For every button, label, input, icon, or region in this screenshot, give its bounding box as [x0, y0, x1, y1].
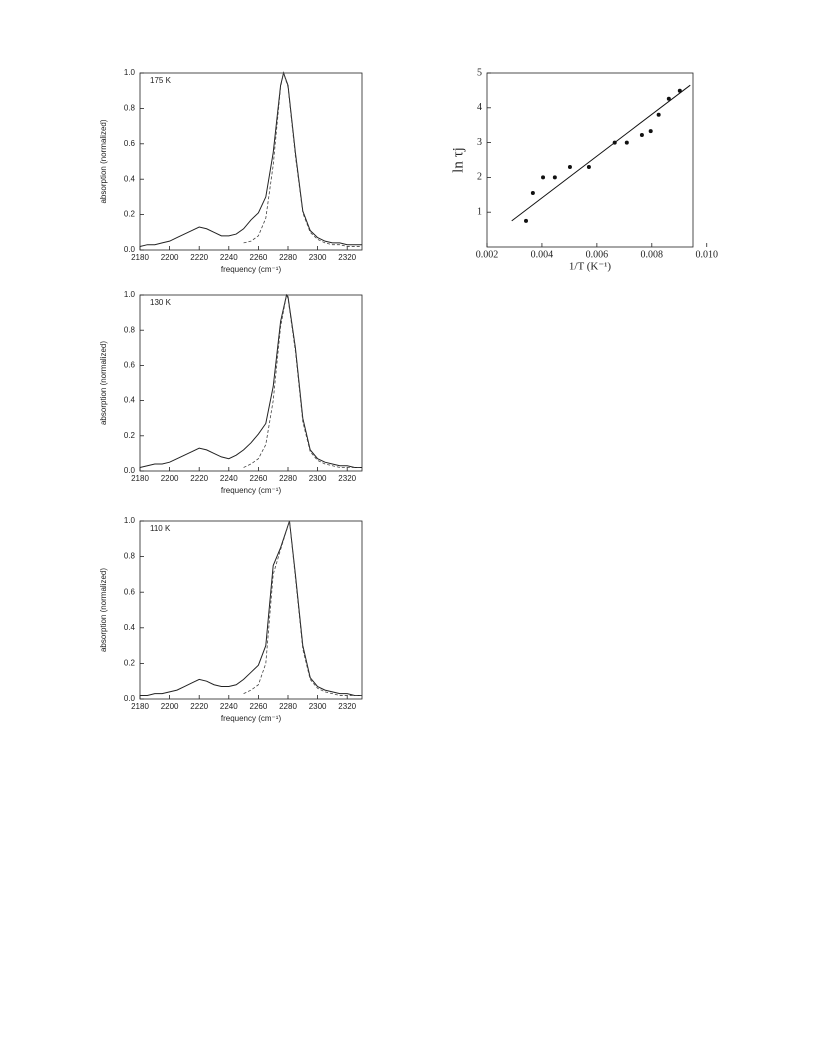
- x-tick-label: 2300: [309, 474, 327, 483]
- x-axis-label: frequency (cm⁻¹): [221, 714, 282, 723]
- x-tick-label: 2180: [131, 702, 149, 711]
- y-tick-label: 2: [477, 172, 482, 183]
- y-axis-label: absorption (normalized): [99, 341, 108, 425]
- y-tick-label: 0.0: [124, 694, 136, 703]
- data-point: [541, 175, 546, 180]
- x-tick-label: 2200: [161, 702, 179, 711]
- x-tick-label: 2220: [190, 253, 208, 262]
- x-tick-label: 2180: [131, 253, 149, 262]
- x-tick-label: 2220: [190, 474, 208, 483]
- y-tick-label: 0.0: [124, 245, 136, 254]
- y-tick-label: 5: [477, 67, 482, 78]
- x-tick-label: 2320: [338, 474, 356, 483]
- x-axis-label: frequency (cm⁻¹): [221, 265, 282, 274]
- annotation: 175 K: [150, 76, 172, 85]
- spectrum-line: [243, 520, 362, 696]
- x-tick-label: 2300: [309, 253, 327, 262]
- data-point: [612, 140, 617, 145]
- data-point: [677, 88, 682, 93]
- y-tick-label: 4: [477, 102, 482, 113]
- x-tick-label: 2200: [161, 474, 179, 483]
- y-tick-label: 0.6: [124, 587, 136, 596]
- y-tick-label: 0.2: [124, 210, 136, 219]
- x-tick-label: 0.008: [641, 249, 664, 260]
- x-tick-label: 2320: [338, 702, 356, 711]
- x-axis-label: frequency (cm⁻¹): [221, 486, 282, 495]
- chart: 2180 2200 2220 2240 2260 2280 2300 2320 0.0 0.2 0.…: [99, 290, 363, 495]
- data-point: [656, 112, 661, 117]
- data-point: [586, 164, 591, 169]
- chart: 2180 2200 2220 2240 2260 2280 2300 2320 0.0 0.2 0.…: [99, 516, 363, 723]
- data-point: [648, 129, 653, 134]
- data-point: [552, 175, 557, 180]
- chart: 2180 2200 2220 2240 2260 2280 2300 2320 0.0 0.2 0.…: [99, 68, 363, 274]
- x-tick-label: 2280: [279, 253, 297, 262]
- y-tick-label: 0.2: [124, 659, 136, 668]
- spectrum-line: [243, 293, 362, 468]
- spectrum-line: [139, 293, 362, 468]
- data-point: [639, 132, 644, 137]
- x-tick-label: 2180: [131, 474, 149, 483]
- x-tick-label: 2320: [338, 253, 356, 262]
- y-tick-label: 0.8: [124, 552, 136, 561]
- y-tick-label: 0.4: [124, 396, 136, 405]
- x-tick-label: 0.010: [695, 249, 718, 260]
- y-tick-label: 3: [477, 137, 482, 148]
- y-tick-label: 0.6: [124, 139, 136, 148]
- y-tick-label: 0.8: [124, 325, 136, 334]
- y-tick-label: 0.2: [124, 431, 136, 440]
- y-tick-label: 0.4: [124, 623, 136, 632]
- x-tick-label: 2240: [220, 474, 238, 483]
- y-tick-label: 1: [477, 206, 482, 217]
- x-tick-label: 2260: [250, 253, 268, 262]
- x-tick-label: 2200: [161, 253, 179, 262]
- y-axis-label: absorption (normalized): [99, 119, 108, 203]
- x-tick-label: 2300: [309, 702, 327, 711]
- x-tick-label: 2260: [250, 702, 268, 711]
- x-tick-label: 2240: [220, 702, 238, 711]
- y-tick-label: 0.0: [124, 466, 136, 475]
- x-tick-label: 0.006: [586, 249, 609, 260]
- y-axis-label: ln τj: [450, 147, 466, 173]
- data-point: [624, 140, 629, 145]
- plot-frame: [486, 72, 694, 248]
- data-point: [530, 191, 535, 196]
- y-tick-label: 1.0: [124, 516, 136, 525]
- x-tick-label: 2280: [279, 474, 297, 483]
- spectrum-line: [243, 71, 362, 247]
- plot-frame: [139, 520, 363, 700]
- y-tick-label: 1.0: [124, 68, 136, 77]
- x-tick-label: 0.002: [476, 249, 499, 260]
- data-point: [666, 96, 671, 101]
- x-tick-label: 2280: [279, 702, 297, 711]
- y-axis-label: absorption (normalized): [99, 568, 108, 652]
- plot-frame: [139, 294, 363, 472]
- y-tick-label: 0.6: [124, 361, 136, 370]
- x-tick-label: 2240: [220, 253, 238, 262]
- data-point: [524, 218, 529, 223]
- spectrum-line: [140, 520, 362, 696]
- annotation: 110 K: [150, 524, 171, 533]
- x-axis-label: 1/T (K⁻¹): [569, 261, 612, 273]
- fit-line: [511, 84, 691, 222]
- y-tick-label: 0.4: [124, 174, 136, 183]
- x-tick-label: 2220: [190, 702, 208, 711]
- annotation: 130 K: [150, 298, 172, 307]
- x-tick-label: 0.004: [531, 249, 554, 260]
- y-tick-label: 1.0: [124, 290, 136, 299]
- spectrum-line: [139, 71, 362, 247]
- data-point: [567, 164, 572, 169]
- y-tick-label: 0.8: [124, 104, 136, 113]
- chart: 0.002 0.004 0.006 0.008 0.010 1 2 3 4 5 1/T (K⁻¹) l…: [450, 67, 718, 273]
- plot-frame: [139, 72, 363, 251]
- x-tick-label: 2260: [250, 474, 268, 483]
